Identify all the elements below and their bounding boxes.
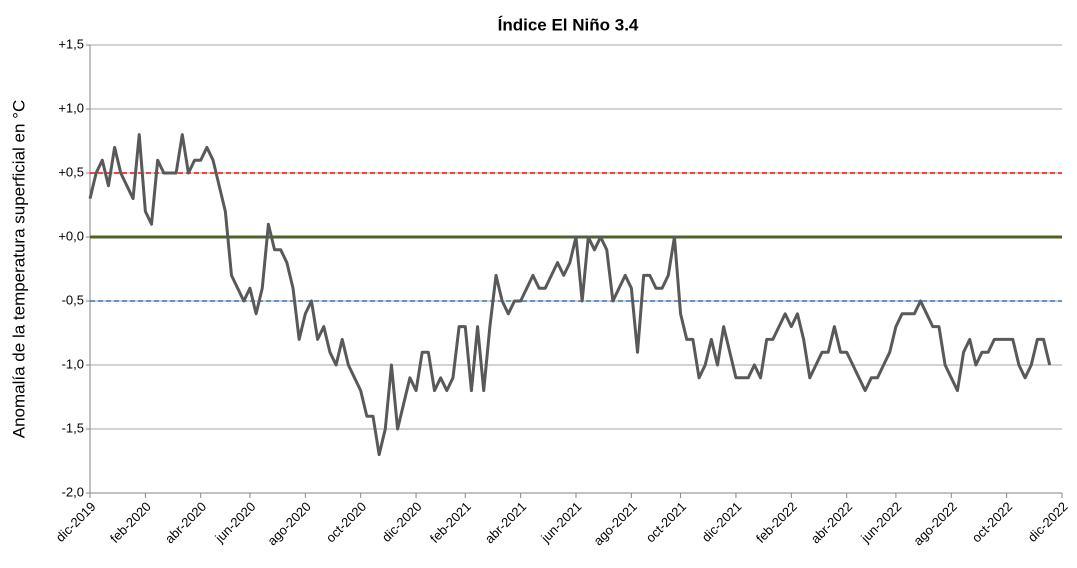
x-tick-label: feb-2020 (107, 499, 154, 546)
x-tick-label: oct-2020 (323, 499, 369, 545)
x-tick-label: ago-2021 (590, 499, 639, 548)
y-tick-label: -1,0 (62, 356, 84, 371)
y-tick-label: -1,5 (62, 420, 84, 435)
x-tick-label: oct-2022 (969, 499, 1015, 545)
y-tick-label: +1,5 (58, 36, 84, 51)
x-tick-label: oct-2021 (643, 499, 689, 545)
x-tick-label: dic-2019 (53, 499, 99, 545)
y-tick-label: -0,5 (62, 292, 84, 307)
y-tick-label: +1,0 (58, 100, 84, 115)
y-tick-label: +0,0 (58, 228, 84, 243)
x-tick-label: dic-2020 (379, 499, 425, 545)
x-tick-label: dic-2021 (699, 499, 745, 545)
x-tick-label: jun-2021 (537, 499, 584, 546)
x-tick-label: jun-2020 (211, 499, 258, 546)
x-tick-label: abr-2021 (482, 499, 529, 546)
x-tick-label: ago-2022 (910, 499, 959, 548)
chart-title: Índice El Niño 3.4 (498, 15, 639, 34)
data-line (88, 133, 1052, 457)
x-tick-label: feb-2022 (753, 499, 800, 546)
y-tick-label: +0,5 (58, 164, 84, 179)
y-axis-label: Anomalía de la temperatura superficial e… (9, 100, 28, 438)
x-tick-label: jun-2022 (857, 499, 904, 546)
x-tick-label: abr-2022 (808, 499, 855, 546)
x-tick-label: ago-2020 (264, 499, 313, 548)
y-tick-label: -2,0 (62, 484, 84, 499)
x-tick-label: dic-2022 (1025, 499, 1071, 545)
x-tick-label: feb-2021 (427, 499, 474, 546)
x-tick-label: abr-2020 (162, 499, 209, 546)
